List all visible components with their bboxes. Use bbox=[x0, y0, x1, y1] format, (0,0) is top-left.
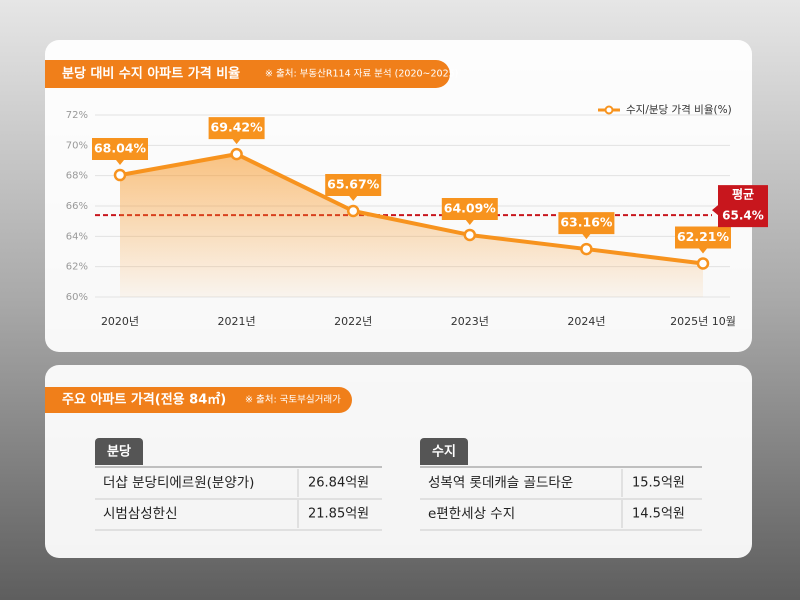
value-label: 64.09% bbox=[444, 200, 497, 215]
label-box bbox=[208, 117, 265, 145]
x-tick-label: 2022년 bbox=[334, 315, 372, 328]
x-tick-label: 2025년 10월 bbox=[670, 315, 736, 328]
value-label: 65.67% bbox=[327, 177, 380, 192]
x-tick-label: 2020년 bbox=[101, 315, 139, 328]
area bbox=[120, 154, 703, 297]
value-label: 69.42% bbox=[211, 120, 264, 135]
average-box bbox=[712, 185, 768, 228]
average-value: 65.4% bbox=[722, 209, 764, 223]
row-name: 더샵 분당티에르원(분양가) bbox=[103, 475, 254, 491]
point bbox=[580, 242, 593, 256]
legend-marker bbox=[604, 105, 614, 115]
group-name: 수지 bbox=[432, 445, 456, 460]
x-tick-label: 2024년 bbox=[567, 315, 605, 328]
y-tick-label: 62% bbox=[66, 262, 88, 273]
label-box bbox=[558, 212, 615, 240]
average-label: 평균 bbox=[732, 188, 754, 202]
point bbox=[230, 147, 243, 161]
table-source: ※ 출처: 국토부실거래가 bbox=[245, 394, 341, 406]
title-pill bbox=[45, 60, 450, 88]
point bbox=[696, 257, 710, 270]
group-tab bbox=[95, 438, 143, 465]
row-price: 26.84억원 bbox=[308, 476, 369, 491]
table-title-pill bbox=[45, 387, 352, 413]
table-title: 주요 아파트 가격(전용 84㎡) bbox=[62, 392, 226, 408]
y-tick-label: 60% bbox=[66, 292, 88, 303]
label-box bbox=[325, 174, 382, 202]
label-box bbox=[675, 226, 731, 254]
chart-title: 분당 대비 수지 아파트 가격 비율 bbox=[62, 66, 240, 82]
x-tick-label: 2023년 bbox=[451, 315, 489, 328]
row-name: e편한세상 수지 bbox=[428, 506, 515, 522]
y-tick-label: 72% bbox=[66, 110, 88, 121]
x-tick-label: 2021년 bbox=[218, 315, 256, 328]
point bbox=[113, 168, 127, 182]
value-label: 68.04% bbox=[94, 141, 147, 156]
label-box bbox=[92, 138, 148, 166]
label-box bbox=[441, 197, 498, 225]
y-tick-label: 68% bbox=[66, 171, 88, 182]
chart-source: ※ 출처: 부동산R114 자료 분석 (2020~2025) bbox=[265, 68, 458, 80]
row-price: 14.5억원 bbox=[632, 507, 685, 522]
row-name: 성복역 롯데캐슬 골드타운 bbox=[428, 475, 573, 491]
group-name: 분당 bbox=[107, 444, 131, 460]
point bbox=[463, 228, 477, 242]
y-tick-label: 66% bbox=[66, 201, 88, 212]
value-label: 63.16% bbox=[560, 215, 613, 230]
point bbox=[346, 204, 360, 218]
legend-label: 수지/분당 가격 비율(%) bbox=[626, 103, 732, 116]
y-tick-label: 70% bbox=[66, 140, 88, 151]
table-card bbox=[45, 365, 752, 558]
group-tab bbox=[420, 438, 468, 465]
row-price: 15.5억원 bbox=[632, 476, 685, 491]
row-name: 시범삼성한신 bbox=[103, 506, 178, 522]
line bbox=[119, 152, 704, 266]
value-label: 62.21% bbox=[677, 229, 730, 244]
row-price: 21.85억원 bbox=[308, 507, 369, 522]
y-tick-label: 64% bbox=[66, 231, 88, 242]
